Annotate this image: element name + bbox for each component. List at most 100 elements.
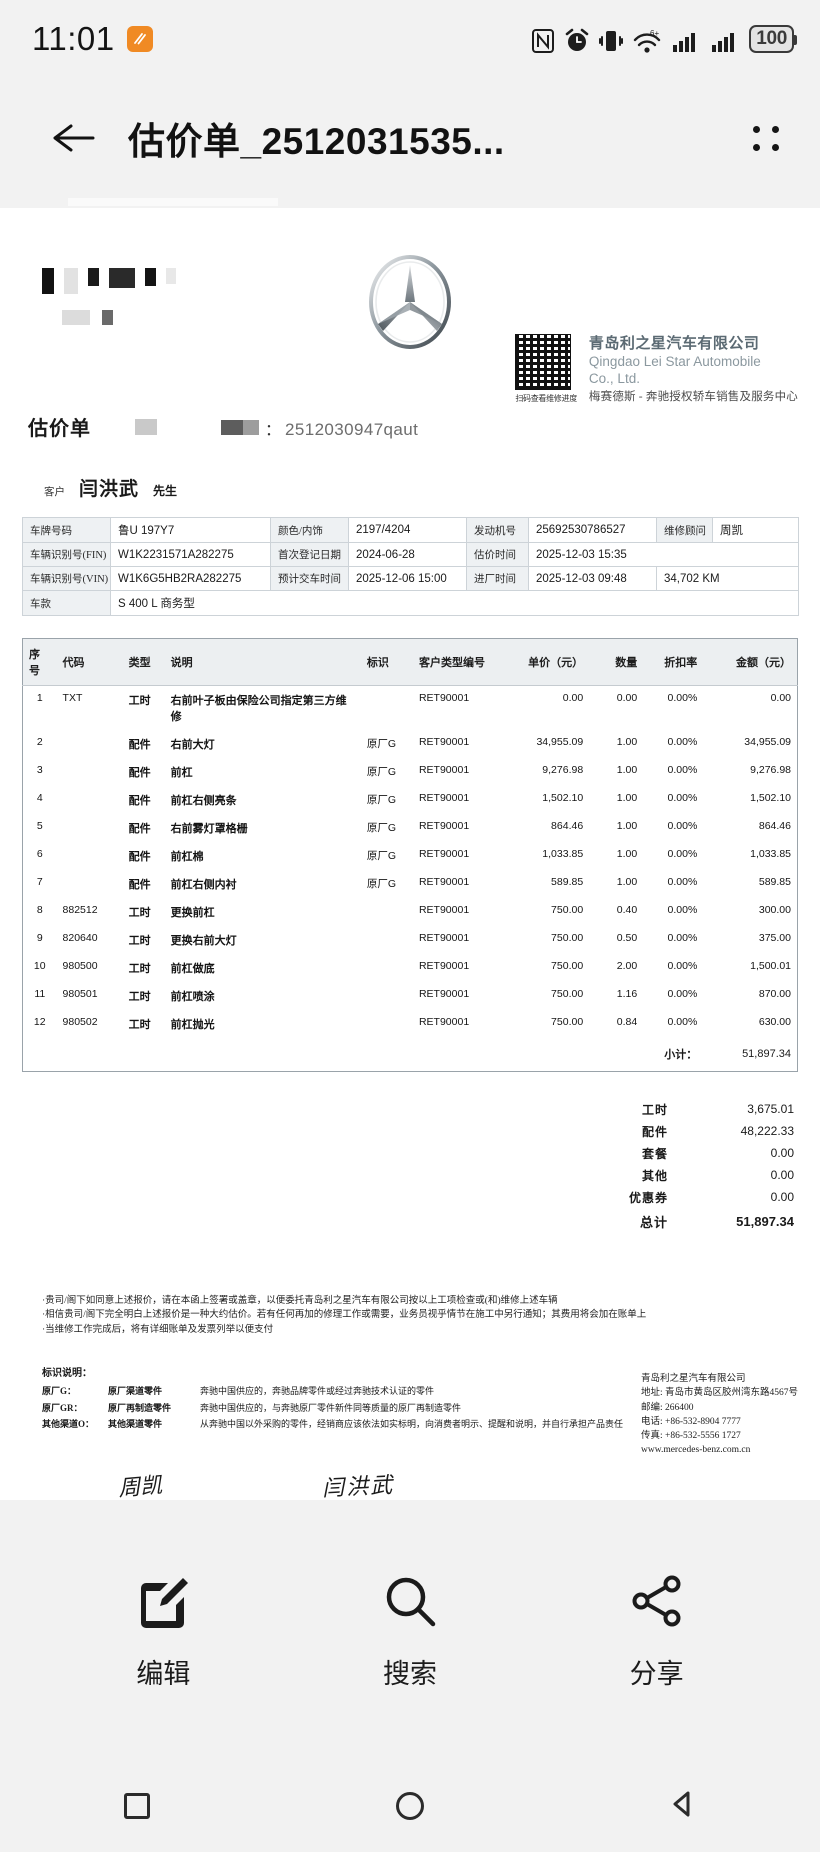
cell-desc: 右前大灯: [170, 739, 215, 751]
share-action[interactable]: 分享: [567, 1570, 747, 1691]
cell-cust-type: RET90001: [418, 764, 470, 776]
term-line-3: ·当维修工作完成后，将有详细账单及发票列举以便支付: [42, 1324, 274, 1335]
document-viewer[interactable]: 估价单 ： 2512030947qaut 扫码查看维修进度 青岛利之星汽车有限公…: [0, 198, 820, 1500]
back-button[interactable]: [48, 112, 100, 164]
home-button[interactable]: [350, 1776, 470, 1836]
reviewer-signature-ink: 周凯: [117, 1472, 164, 1500]
vibrate-icon: [599, 24, 624, 54]
company-name-en-line2: Co., Ltd.: [588, 371, 640, 387]
cell-no: 9: [36, 932, 43, 944]
total-label-labor: 工时: [641, 1102, 668, 1117]
cell-type: 工时: [128, 1019, 151, 1031]
status-bar: 11:01 6+ 100: [0, 0, 820, 78]
cell-desc: 前杠右侧内衬: [170, 879, 237, 891]
cell-amount: 1,033.85: [750, 848, 791, 860]
bottom-action-bar: 编辑 搜索 分享: [0, 1500, 820, 1760]
plate-value: 鲁U 197Y7: [110, 517, 271, 543]
table-row: 3 配件 前杠 原厂G RET90001 9,276.98 1.00 0.00%…: [23, 758, 798, 786]
col-desc: 说明: [164, 638, 361, 686]
recents-button[interactable]: [77, 1776, 197, 1836]
edit-icon: [134, 1570, 192, 1632]
subtotal-value: 51,897.34: [742, 1048, 791, 1060]
customer-label: 客户: [44, 487, 65, 498]
advisor-label: 维修顾问: [656, 517, 713, 543]
cell-type: 工时: [128, 695, 151, 707]
legend-block: 标识说明： 原厂G： 原厂渠道零件 奔驰中国供应的，奔驰品牌零件或经过奔驰技术认…: [42, 1364, 798, 1434]
signature-block: 审核： 周凯 客户签署： 闫洪武: [42, 1463, 798, 1500]
vehicle-info-table: 车牌号码 鲁U 197Y7 颜色/内饰 2197/4204 发动机号 25692…: [22, 517, 799, 616]
total-row-labor: 工时 3,675.01: [562, 1098, 798, 1120]
battery-icon: 100: [749, 25, 797, 53]
delivery-time-label: 预计交车时间: [270, 566, 349, 591]
cell-no: 12: [33, 1016, 46, 1028]
cell-discount: 0.00%: [667, 692, 698, 704]
cell-price: 750.00: [551, 1016, 584, 1028]
redacted-block-2: [221, 420, 243, 435]
cell-price: 750.00: [551, 960, 584, 972]
cell-qty: 1.00: [616, 792, 638, 804]
cell-amount: 34,955.09: [744, 736, 791, 748]
totals-table: 工时 3,675.01 配件 48,222.33 套餐 0.00 其他: [562, 1098, 798, 1234]
cell-price: 1,502.10: [542, 792, 584, 804]
cell-cust-type: RET90001: [418, 848, 470, 860]
cell-discount: 0.00%: [667, 904, 698, 916]
estimate-document: 估价单 ： 2512030947qaut 扫码查看维修进度 青岛利之星汽车有限公…: [0, 208, 820, 1500]
nfc-icon: [531, 24, 555, 54]
items-table: 序号 代码 类型 说明 标识 客户类型编号 单价（元） 数量 折扣率 金额（元）: [22, 638, 798, 1072]
table-row: 车辆识别号(FIN) W1K2231571A282275 首次登记日期 2024…: [22, 542, 799, 567]
cell-desc: 右前叶子板由保险公司指定第三方维修: [170, 695, 347, 723]
cell-cust-type: RET90001: [418, 988, 470, 1000]
col-qty: 数量: [589, 638, 644, 686]
cell-desc: 更换右前大灯: [170, 935, 237, 947]
search-action[interactable]: 搜索: [320, 1570, 500, 1691]
more-options-button[interactable]: [738, 110, 794, 166]
cell-price: 589.85: [551, 876, 584, 888]
cell-mark: [361, 926, 413, 954]
terms-block: ·贵司/阁下如同意上述报价，请在本函上签署或盖章，以便委托青岛利之星汽车有限公司…: [42, 1294, 784, 1338]
cell-qty: 1.16: [616, 988, 638, 1000]
cell-qty: 1.00: [616, 736, 638, 748]
legend-row: 其他渠道O： 其他渠道零件 从奔驰中国以外采购的零件，经销商应该依法如实标明，向…: [42, 1417, 742, 1434]
cell-discount: 0.00%: [667, 876, 698, 888]
cell-code: [57, 842, 123, 870]
cell-discount: 0.00%: [667, 960, 698, 972]
table-row: 12 980502 工时 前杠抛光 RET90001 750.00 0.84 0…: [23, 1010, 798, 1038]
total-label-parts: 配件: [641, 1124, 668, 1139]
cell-discount: 0.00%: [667, 736, 698, 748]
cell-price: 9,276.98: [542, 764, 584, 776]
cell-price: 1,033.85: [542, 848, 584, 860]
cell-price: 864.46: [551, 820, 584, 832]
cell-price: 0.00: [562, 692, 584, 704]
grand-total-label: 总计: [639, 1215, 668, 1230]
cell-qty: 1.00: [616, 764, 638, 776]
share-label: 分享: [629, 1658, 684, 1689]
search-label: 搜索: [382, 1658, 437, 1689]
fin-value: W1K2231571A282275: [110, 542, 271, 567]
qr-caption: 扫码查看维修进度: [515, 394, 577, 403]
cell-code: TXT: [62, 692, 83, 704]
order-number: 2512030947qaut: [285, 420, 419, 439]
cell-discount: 0.00%: [667, 764, 698, 776]
odometer-value: 34,702 KM: [656, 566, 799, 591]
contact-website[interactable]: www.mercedes-benz.com.cn: [640, 1445, 751, 1456]
legend-table: 原厂G： 原厂渠道零件 奔驰中国供应的，奔驰品牌零件或经过奔驰技术认证的零件 原…: [42, 1384, 742, 1434]
items-header-row: 序号 代码 类型 说明 标识 客户类型编号 单价（元） 数量 折扣率 金额（元）: [22, 638, 798, 686]
edit-action[interactable]: 编辑: [73, 1570, 253, 1691]
back-nav-button[interactable]: [623, 1776, 743, 1836]
table-row: 10 980500 工时 前杠做底 RET90001 750.00 2.00 0…: [23, 954, 798, 982]
cell-amount: 864.46: [758, 820, 791, 832]
intake-time-label: 进厂时间: [466, 566, 529, 591]
first-reg-label: 首次登记日期: [270, 542, 349, 567]
cell-no: 5: [36, 820, 43, 832]
first-reg-value: 2024-06-28: [348, 542, 467, 567]
cell-qty: 0.00: [616, 692, 638, 704]
grand-total-value: 51,897.34: [736, 1214, 794, 1229]
cell-code: 980500: [62, 960, 98, 972]
total-value-package: 0.00: [770, 1146, 794, 1160]
cell-cust-type: RET90001: [418, 932, 470, 944]
cell-mark: [361, 1010, 413, 1038]
cell-no: 7: [36, 876, 43, 888]
table-row: 车辆识别号(VIN) W1K6G5HB2RA282275 预计交车时间 2025…: [22, 566, 799, 591]
redacted-block-1: [135, 419, 157, 435]
delivery-time-value: 2025-12-06 15:00: [348, 566, 467, 591]
